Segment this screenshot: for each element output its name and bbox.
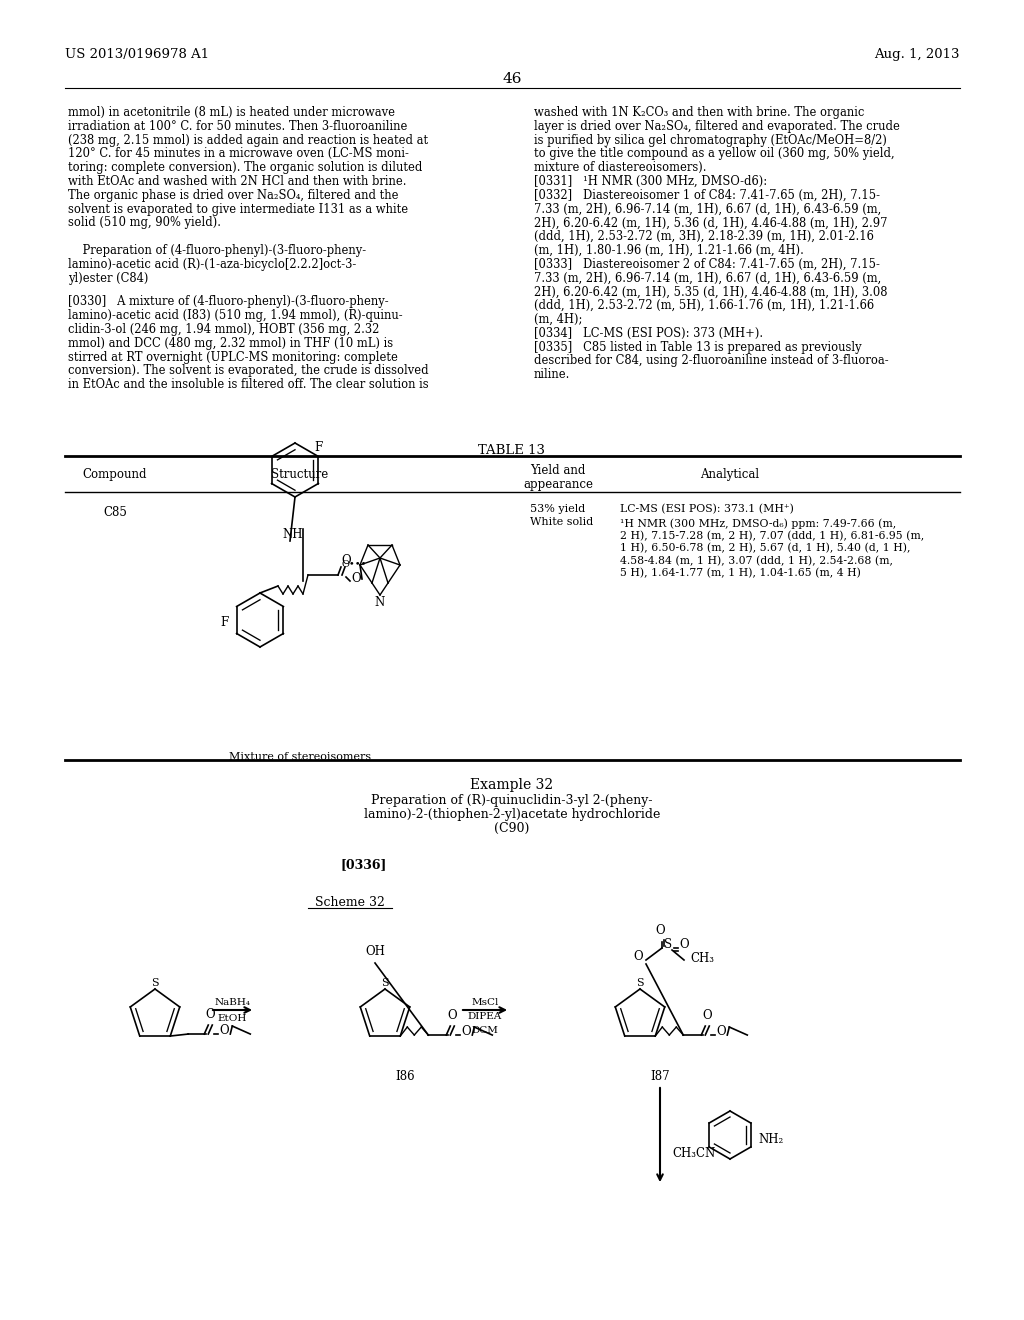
Text: lamino)-acetic acid (R)-(1-aza-bicyclo[2.2.2]oct-3-: lamino)-acetic acid (R)-(1-aza-bicyclo[2… [68,257,356,271]
Text: CH₃CN: CH₃CN [672,1147,715,1160]
Text: I87: I87 [650,1071,670,1082]
Text: O: O [447,1008,457,1022]
Text: (m, 1H), 1.80-1.96 (m, 1H), 1.21-1.66 (m, 4H).: (m, 1H), 1.80-1.96 (m, 1H), 1.21-1.66 (m… [534,244,804,257]
Text: solid (510 mg, 90% yield).: solid (510 mg, 90% yield). [68,216,221,230]
Text: Structure: Structure [271,469,329,480]
Text: mixture of diastereoisomers).: mixture of diastereoisomers). [534,161,707,174]
Text: (m, 4H);: (m, 4H); [534,313,583,326]
Text: 7.33 (m, 2H), 6.96-7.14 (m, 1H), 6.67 (d, 1H), 6.43-6.59 (m,: 7.33 (m, 2H), 6.96-7.14 (m, 1H), 6.67 (d… [534,272,882,285]
Text: S: S [152,978,159,987]
Text: Example 32: Example 32 [470,777,554,792]
Text: is purified by silica gel chromatography (EtOAc/MeOH=8/2): is purified by silica gel chromatography… [534,133,887,147]
Text: in EtOAc and the insoluble is filtered off. The clear solution is: in EtOAc and the insoluble is filtered o… [68,379,429,391]
Text: yl)ester (C84): yl)ester (C84) [68,272,148,285]
Text: NH: NH [283,528,303,541]
Text: [0330]   A mixture of (4-fluoro-phenyl)-(3-fluoro-pheny-: [0330] A mixture of (4-fluoro-phenyl)-(3… [68,296,389,309]
Text: OH: OH [366,945,385,958]
Text: O: O [206,1008,215,1022]
Text: ¹H NMR (300 MHz, DMSO-d₆) ppm: 7.49-7.66 (m,: ¹H NMR (300 MHz, DMSO-d₆) ppm: 7.49-7.66… [620,517,896,528]
Text: niline.: niline. [534,368,570,381]
Text: 7.33 (m, 2H), 6.96-7.14 (m, 1H), 6.67 (d, 1H), 6.43-6.59 (m,: 7.33 (m, 2H), 6.96-7.14 (m, 1H), 6.67 (d… [534,202,882,215]
Text: conversion). The solvent is evaporated, the crude is dissolved: conversion). The solvent is evaporated, … [68,364,429,378]
Text: mmol) in acetonitrile (8 mL) is heated under microwave: mmol) in acetonitrile (8 mL) is heated u… [68,106,395,119]
Text: S: S [664,939,672,950]
Text: [0336]: [0336] [340,858,386,871]
Text: O•••: O••• [341,560,367,569]
Text: O: O [462,1026,471,1038]
Text: F: F [221,615,229,628]
Text: DCM: DCM [472,1026,499,1035]
Text: CH₃: CH₃ [690,952,714,965]
Text: [0332]   Diastereoisomer 1 of C84: 7.41-7.65 (m, 2H), 7.15-: [0332] Diastereoisomer 1 of C84: 7.41-7.… [534,189,880,202]
Text: The organic phase is dried over Na₂SO₄, filtered and the: The organic phase is dried over Na₂SO₄, … [68,189,398,202]
Text: [0331]   ¹H NMR (300 MHz, DMSO-d6):: [0331] ¹H NMR (300 MHz, DMSO-d6): [534,176,767,187]
Text: Preparation of (4-fluoro-phenyl)-(3-fluoro-pheny-: Preparation of (4-fluoro-phenyl)-(3-fluo… [68,244,367,257]
Text: with EtOAc and washed with 2N HCl and then with brine.: with EtOAc and washed with 2N HCl and th… [68,176,407,187]
Text: N: N [375,597,385,610]
Text: Mixture of stereoisomers: Mixture of stereoisomers [229,752,371,762]
Text: (C90): (C90) [495,822,529,836]
Text: O: O [633,950,643,964]
Text: washed with 1N K₂CO₃ and then with brine. The organic: washed with 1N K₂CO₃ and then with brine… [534,106,864,119]
Text: lamino)-2-(thiophen-2-yl)acetate hydrochloride: lamino)-2-(thiophen-2-yl)acetate hydroch… [364,808,660,821]
Text: S: S [381,978,389,987]
Text: (ddd, 1H), 2.53-2.72 (m, 5H), 1.66-1.76 (m, 1H), 1.21-1.66: (ddd, 1H), 2.53-2.72 (m, 5H), 1.66-1.76 … [534,300,874,313]
Text: to give the title compound as a yellow oil (360 mg, 50% yield,: to give the title compound as a yellow o… [534,148,895,161]
Text: LC-MS (ESI POS): 373.1 (MH⁺): LC-MS (ESI POS): 373.1 (MH⁺) [620,504,794,515]
Text: O: O [341,554,351,568]
Text: MsCl: MsCl [471,998,499,1007]
Text: Compound: Compound [83,469,147,480]
Text: White solid: White solid [530,517,593,527]
Text: F: F [314,441,323,454]
Text: lamino)-acetic acid (I83) (510 mg, 1.94 mmol), (R)-quinu-: lamino)-acetic acid (I83) (510 mg, 1.94 … [68,309,402,322]
Text: 4.58-4.84 (m, 1 H), 3.07 (ddd, 1 H), 2.54-2.68 (m,: 4.58-4.84 (m, 1 H), 3.07 (ddd, 1 H), 2.5… [620,556,893,566]
Text: Preparation of (R)-quinuclidin-3-yl 2-(pheny-: Preparation of (R)-quinuclidin-3-yl 2-(p… [372,795,652,807]
Text: O: O [219,1024,229,1038]
Text: Yield and: Yield and [530,465,586,477]
Text: mmol) and DCC (480 mg, 2.32 mmol) in THF (10 mL) is: mmol) and DCC (480 mg, 2.32 mmol) in THF… [68,337,393,350]
Text: described for C84, using 2-fluoroaniline instead of 3-fluoroa-: described for C84, using 2-fluoroaniline… [534,354,889,367]
Text: 2 H), 7.15-7.28 (m, 2 H), 7.07 (ddd, 1 H), 6.81-6.95 (m,: 2 H), 7.15-7.28 (m, 2 H), 7.07 (ddd, 1 H… [620,531,925,541]
Text: I86: I86 [395,1071,415,1082]
Text: Analytical: Analytical [700,469,759,480]
Text: O: O [717,1026,726,1038]
Text: 5 H), 1.64-1.77 (m, 1 H), 1.04-1.65 (m, 4 H): 5 H), 1.64-1.77 (m, 1 H), 1.04-1.65 (m, … [620,568,861,578]
Text: C85: C85 [103,506,127,519]
Text: 2H), 6.20-6.42 (m, 1H), 5.36 (d, 1H), 4.46-4.88 (m, 1H), 2.97: 2H), 6.20-6.42 (m, 1H), 5.36 (d, 1H), 4.… [534,216,888,230]
Text: solvent is evaporated to give intermediate I131 as a white: solvent is evaporated to give intermedia… [68,202,409,215]
Text: 46: 46 [502,73,522,86]
Text: O: O [351,573,360,586]
Text: S: S [636,978,644,987]
Text: 53% yield: 53% yield [530,504,586,513]
Text: EtOH: EtOH [218,1014,247,1023]
Text: NaBH₄: NaBH₄ [214,998,251,1007]
Text: NH₂: NH₂ [758,1133,783,1146]
Text: O: O [702,1008,712,1022]
Text: Aug. 1, 2013: Aug. 1, 2013 [874,48,961,61]
Text: irradiation at 100° C. for 50 minutes. Then 3-fluoroaniline: irradiation at 100° C. for 50 minutes. T… [68,120,408,133]
Text: 2H), 6.20-6.42 (m, 1H), 5.35 (d, 1H), 4.46-4.88 (m, 1H), 3.08: 2H), 6.20-6.42 (m, 1H), 5.35 (d, 1H), 4.… [534,285,888,298]
Text: layer is dried over Na₂SO₄, filtered and evaporated. The crude: layer is dried over Na₂SO₄, filtered and… [534,120,900,133]
Text: [0334]   LC-MS (ESI POS): 373 (MH+).: [0334] LC-MS (ESI POS): 373 (MH+). [534,327,763,339]
Text: [0333]   Diastereoisomer 2 of C84: 7.41-7.65 (m, 2H), 7.15-: [0333] Diastereoisomer 2 of C84: 7.41-7.… [534,257,880,271]
Text: TABLE 13: TABLE 13 [478,444,546,457]
Text: 1 H), 6.50-6.78 (m, 2 H), 5.67 (d, 1 H), 5.40 (d, 1 H),: 1 H), 6.50-6.78 (m, 2 H), 5.67 (d, 1 H),… [620,543,910,553]
Text: Scheme 32: Scheme 32 [315,896,385,909]
Text: clidin-3-ol (246 mg, 1.94 mmol), HOBT (356 mg, 2.32: clidin-3-ol (246 mg, 1.94 mmol), HOBT (3… [68,323,379,337]
Text: appearance: appearance [523,478,593,491]
Text: toring: complete conversion). The organic solution is diluted: toring: complete conversion). The organi… [68,161,422,174]
Text: O: O [655,924,665,937]
Text: DIPEA: DIPEA [468,1012,502,1020]
Text: US 2013/0196978 A1: US 2013/0196978 A1 [65,48,209,61]
Text: 120° C. for 45 minutes in a microwave oven (LC-MS moni-: 120° C. for 45 minutes in a microwave ov… [68,148,409,161]
Text: [0335]   C85 listed in Table 13 is prepared as previously: [0335] C85 listed in Table 13 is prepare… [534,341,861,354]
Text: (238 mg, 2.15 mmol) is added again and reaction is heated at: (238 mg, 2.15 mmol) is added again and r… [68,133,428,147]
Text: O: O [679,939,689,950]
Text: stirred at RT overnight (UPLC-MS monitoring: complete: stirred at RT overnight (UPLC-MS monitor… [68,351,398,363]
Text: (ddd, 1H), 2.53-2.72 (m, 3H), 2.18-2.39 (m, 1H), 2.01-2.16: (ddd, 1H), 2.53-2.72 (m, 3H), 2.18-2.39 … [534,230,873,243]
